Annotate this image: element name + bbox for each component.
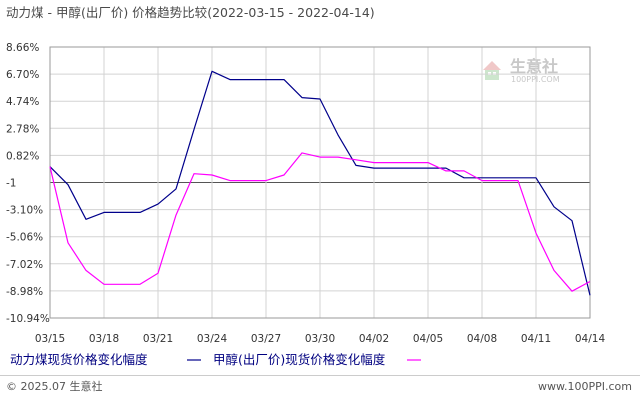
watermark-logo: 生意社 100PPI.COM [483, 57, 560, 84]
house-icon [483, 61, 501, 80]
y-tick-label: -3.10% [6, 205, 43, 217]
legend-label-series-2: 甲醇(出厂价)现货价格变化幅度 [213, 352, 386, 367]
house-body [485, 70, 499, 80]
x-tick-label: 03/15 [35, 333, 65, 345]
footer-url: www.100PPI.com [538, 380, 632, 393]
watermark-name: 生意社 [510, 57, 558, 76]
chart-title-date-range: (2022-03-15 - 2022-04-14) [207, 5, 375, 20]
y-tick-label: -1 [6, 178, 16, 190]
chart-legend: 动力煤现货价格变化幅度 甲醇(出厂价)现货价格变化幅度 [10, 352, 421, 367]
chart-grid [50, 47, 590, 318]
y-tick-label: -10.94% [6, 313, 50, 325]
x-tick-label: 03/24 [197, 333, 228, 345]
footer-copyright: © 2025.07 生意社 [6, 379, 102, 393]
x-tick-label: 03/27 [251, 333, 281, 345]
chart-title-main: 动力煤 - 甲醇(出厂价) 价格趋势比较 [6, 5, 208, 20]
y-axis-ticks: 8.66% 6.70% 4.74% 2.78% 0.82% -1 -3.10% -5.06% -… [6, 42, 50, 325]
house-roof [483, 61, 501, 70]
house-window-left [488, 72, 491, 75]
house-window-right [493, 72, 496, 75]
x-tick-label: 03/21 [143, 333, 173, 345]
x-tick-label: 03/30 [305, 333, 335, 345]
chart-title: 动力煤 - 甲醇(出厂价) 价格趋势比较(2022-03-15 - 2022-0… [6, 5, 375, 20]
plot-border [49, 46, 591, 319]
y-tick-label: -7.02% [6, 259, 43, 271]
x-tick-label: 04/08 [467, 333, 497, 345]
y-tick-label: -5.06% [6, 232, 43, 244]
x-tick-label: 04/02 [359, 333, 389, 345]
chart-series [49, 70, 591, 296]
x-axis-ticks: 03/15 03/18 03/21 03/24 03/27 03/30 04/02 04/05… [35, 333, 606, 345]
watermark-url: 100PPI.COM [511, 75, 560, 84]
legend-label-series-1: 动力煤现货价格变化幅度 [10, 352, 148, 367]
y-tick-label: -8.98% [6, 286, 43, 298]
x-tick-label: 04/11 [521, 333, 551, 345]
series-line-1 [49, 70, 591, 296]
y-tick-label: 4.74% [6, 96, 39, 108]
y-tick-label: 6.70% [6, 69, 39, 81]
y-tick-label: 8.66% [6, 42, 39, 54]
y-tick-label: 0.82% [6, 150, 39, 162]
x-tick-label: 04/14 [575, 333, 606, 345]
series-line-2 [49, 152, 591, 292]
plot-frame [49, 46, 591, 319]
y-tick-label: 2.78% [6, 123, 39, 135]
x-tick-label: 03/18 [89, 333, 119, 345]
x-tick-label: 04/05 [413, 333, 443, 345]
